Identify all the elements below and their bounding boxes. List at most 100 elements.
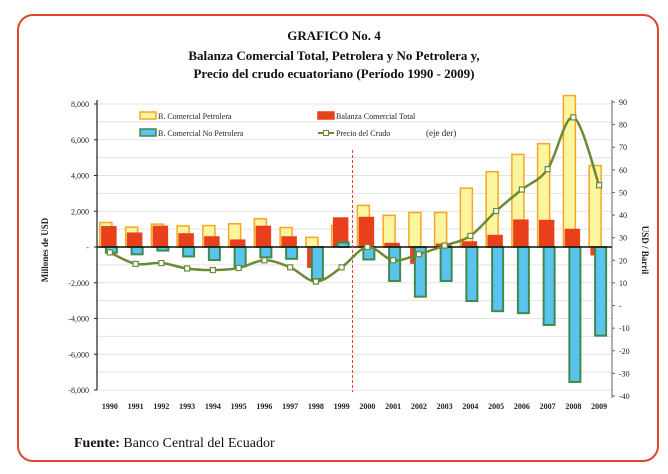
bar-b-comercial-no-petrolera — [439, 246, 453, 282]
source-label: Fuente: — [74, 436, 120, 451]
left-tick-label: -2,000 — [68, 279, 89, 288]
x-tick-label: 1995 — [231, 402, 247, 411]
legend-swatch — [317, 111, 335, 120]
source-note: Fuente: Banco Central del Ecuador — [74, 436, 275, 452]
right-axis-title: USD / Barril — [640, 226, 650, 275]
right-tick-label: -10 — [619, 324, 630, 333]
bar-balanza-comercial-total — [126, 232, 143, 248]
chart-subtitle-line-2: Precio del crudo ecuatoriano (Período 19… — [193, 66, 475, 81]
bar-b-comercial-no-petrolera — [491, 246, 505, 313]
legend-swatch — [139, 111, 157, 120]
bar-b-comercial-no-petrolera — [388, 246, 402, 282]
x-tick-label: 2008 — [565, 402, 581, 411]
legend-label-suffix: (eje der) — [426, 128, 456, 138]
x-tick-label: 2002 — [411, 402, 427, 411]
price-marker — [596, 182, 603, 189]
price-marker — [106, 249, 113, 256]
left-tick-label: -6,000 — [68, 350, 89, 359]
price-marker — [390, 257, 397, 264]
right-tick-label: -20 — [619, 347, 630, 356]
right-tick-label: 30 — [619, 234, 627, 243]
legend-swatch — [139, 128, 157, 137]
bar-b-comercial-no-petrolera — [568, 246, 582, 383]
price-marker — [287, 264, 294, 271]
right-tick-label: -30 — [619, 369, 630, 378]
x-tick-label: 2006 — [514, 402, 530, 411]
legend-label: B. Comercial Petrolera — [158, 112, 232, 121]
right-tick-label: - — [619, 302, 622, 311]
right-tick-label: 90 — [619, 98, 627, 107]
legend-label: Balanza Comercial Total — [336, 112, 416, 121]
price-marker — [261, 257, 268, 264]
right-tick-label: 40 — [619, 211, 627, 220]
price-marker — [235, 264, 242, 272]
x-tick-label: 1992 — [153, 402, 169, 411]
x-tick-label: 1999 — [334, 402, 350, 411]
bar-balanza-comercial-total — [152, 225, 169, 248]
bar-balanza-comercial-total — [255, 225, 272, 248]
right-tick-label: 60 — [619, 166, 627, 175]
x-tick-label: 2007 — [540, 402, 556, 411]
x-tick-label: 1996 — [256, 402, 272, 411]
bar-balanza-comercial-total — [487, 234, 503, 248]
left-tick-label: 4,000 — [71, 172, 89, 181]
price-marker — [493, 207, 500, 215]
bar-b-comercial-no-petrolera — [130, 246, 144, 256]
bar-balanza-comercial-total — [178, 233, 194, 248]
bar-balanza-comercial-total — [281, 236, 297, 248]
bar-b-comercial-no-petrolera — [259, 246, 273, 259]
price-marker — [467, 232, 474, 239]
bar-b-comercial-petrolera — [433, 211, 448, 248]
chart-frame — [17, 14, 659, 462]
left-tick-label: -8,000 — [68, 386, 89, 395]
bar-b-comercial-no-petrolera — [182, 246, 196, 258]
legend-label: Precio del Crudo — [336, 129, 390, 138]
price-marker — [518, 186, 525, 193]
bar-balanza-comercial-total — [538, 219, 555, 248]
bar-b-comercial-no-petrolera — [207, 246, 221, 262]
price-marker — [415, 251, 422, 258]
price-marker — [338, 264, 345, 271]
bar-balanza-comercial-total — [101, 226, 117, 248]
x-tick-label: 1993 — [179, 402, 195, 411]
x-tick-label: 2000 — [359, 402, 375, 411]
bar-balanza-comercial-total — [513, 219, 529, 248]
x-tick-label: 2003 — [437, 402, 453, 411]
bar-b-comercial-no-petrolera — [542, 246, 556, 326]
x-tick-label: 1990 — [102, 402, 118, 411]
x-tick-label: 1994 — [205, 402, 221, 411]
x-tick-label: 2009 — [591, 402, 607, 411]
price-marker — [158, 259, 165, 267]
left-tick-label: - — [86, 243, 89, 252]
x-tick-label: 1997 — [282, 402, 298, 411]
price-marker — [132, 260, 139, 268]
price-marker — [441, 242, 448, 249]
price-marker — [570, 114, 577, 121]
bar-b-comercial-petrolera — [408, 211, 422, 248]
chart-subtitle-line-1: Balanza Comercial Total, Petrolera y No … — [188, 48, 480, 63]
x-tick-label: 2004 — [462, 402, 478, 411]
legend-label: B. Comercial No Petrolera — [158, 129, 244, 138]
left-tick-label: 6,000 — [71, 136, 89, 145]
x-tick-label: 1991 — [128, 402, 144, 411]
bar-balanza-comercial-total — [229, 239, 246, 248]
bar-b-comercial-petrolera — [382, 214, 396, 248]
bar-b-comercial-no-petrolera — [594, 246, 608, 337]
bar-b-comercial-no-petrolera — [233, 246, 247, 268]
price-marker — [312, 278, 319, 285]
bar-balanza-comercial-total — [564, 228, 581, 248]
left-tick-label: 2,000 — [71, 207, 89, 216]
right-tick-label: 50 — [619, 188, 627, 197]
bar-b-comercial-petrolera — [588, 164, 602, 248]
bar-balanza-comercial-total — [358, 216, 375, 248]
bar-b-comercial-no-petrolera — [465, 246, 479, 302]
legend-swatch-marker — [323, 130, 329, 136]
source-text: Banco Central del Ecuador — [123, 436, 275, 451]
price-marker — [184, 265, 191, 272]
left-tick-label: 8,000 — [71, 100, 89, 109]
left-axis-title: Millones de USD — [40, 217, 50, 282]
price-marker — [364, 243, 371, 251]
bar-balanza-comercial-total — [204, 236, 220, 248]
right-tick-label: 10 — [619, 279, 627, 288]
